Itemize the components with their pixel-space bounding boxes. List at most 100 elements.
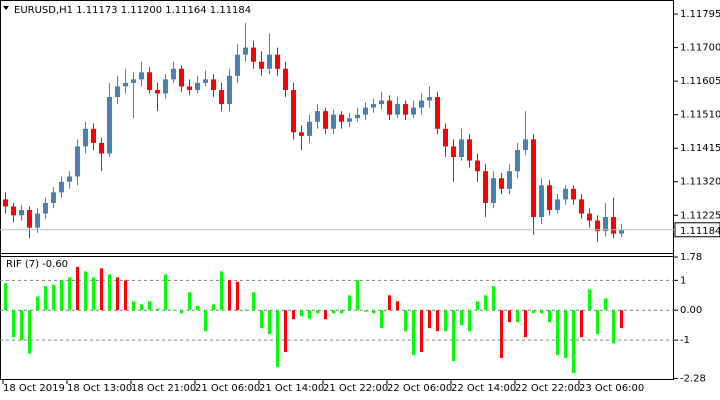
candle-body — [539, 185, 544, 218]
x-tick-label: 18 Oct 21:00 — [131, 383, 196, 394]
candle-body — [419, 100, 424, 108]
histogram-bar — [108, 274, 111, 311]
histogram-bar — [172, 309, 175, 311]
histogram-bar — [324, 310, 327, 320]
histogram-bar — [140, 304, 143, 311]
y-tick-label: 1.11225 — [680, 210, 720, 221]
histogram-bar — [476, 301, 479, 311]
current-price-box — [674, 222, 720, 238]
y-tick-label: 1 — [680, 275, 686, 286]
candle-body — [595, 220, 600, 232]
y-tick-label: 1.11510 — [680, 110, 720, 121]
histogram-bar — [420, 310, 423, 353]
x-tick-label: 18 Oct 2019 — [3, 383, 65, 394]
x-tick-label: 21 Oct 22:00 — [323, 383, 388, 394]
histogram-bar — [620, 310, 623, 329]
histogram-bar — [532, 310, 535, 314]
histogram-bar — [524, 310, 527, 338]
candle-body — [75, 146, 80, 177]
y-tick-label: -1 — [680, 335, 690, 346]
histogram-bar — [228, 280, 231, 311]
candle-body — [43, 202, 48, 214]
histogram-bar — [380, 310, 383, 329]
candle-body — [3, 199, 8, 207]
candle-body — [307, 121, 312, 136]
histogram-bar — [484, 295, 487, 311]
candle-body — [27, 209, 32, 228]
x-tick-label: 21 Oct 14:00 — [259, 383, 324, 394]
candle-body — [147, 72, 152, 90]
candle-body — [211, 79, 216, 90]
candle-body — [451, 146, 456, 158]
candle-body — [435, 97, 440, 129]
histogram-bar — [396, 301, 399, 311]
histogram-bar — [612, 310, 615, 344]
candle-body — [499, 178, 504, 189]
histogram-bar — [76, 266, 79, 311]
y-tick-label: 1.11415 — [680, 143, 720, 154]
candle-body — [11, 206, 16, 216]
histogram-bar — [308, 310, 311, 320]
histogram-bar — [348, 295, 351, 311]
histogram-bar — [188, 292, 191, 311]
candle-body — [483, 171, 488, 203]
histogram-bar — [236, 281, 239, 311]
candle-body — [387, 100, 392, 115]
candle-body — [555, 199, 560, 210]
candle-body — [275, 54, 280, 69]
histogram-bar — [444, 310, 447, 332]
histogram-bar — [292, 310, 295, 320]
candle-body — [347, 118, 352, 122]
histogram-bar — [92, 277, 95, 311]
histogram-bar — [364, 310, 367, 312]
collapse-icon — [3, 6, 9, 10]
histogram-bar — [356, 280, 359, 311]
histogram-bar — [68, 277, 71, 311]
chart-frame — [0, 0, 674, 380]
histogram-bar — [44, 286, 47, 311]
histogram-bar — [596, 310, 599, 335]
candle-body — [491, 178, 496, 203]
candle-body — [355, 114, 360, 119]
y-tick-label: 0.00 — [680, 305, 702, 316]
x-tick-label: 23 Oct 06:00 — [579, 383, 644, 394]
candle-body — [251, 47, 256, 62]
y-tick-label: 1.11320 — [680, 177, 720, 188]
candle-body — [291, 89, 296, 133]
candle-body — [507, 171, 512, 189]
histogram-bar — [244, 309, 247, 311]
candle-body — [619, 229, 624, 234]
histogram-bar — [260, 310, 263, 329]
histogram-bar — [508, 310, 511, 323]
histogram-bar — [52, 284, 55, 311]
candle-body — [267, 54, 272, 69]
candle-body — [331, 114, 336, 129]
candle-body — [107, 97, 112, 154]
x-tick-label: 18 Oct 13:00 — [67, 383, 132, 394]
candle-body — [283, 68, 288, 90]
candle-body — [131, 79, 136, 83]
candle-body — [379, 100, 384, 105]
histogram-bar — [36, 296, 39, 311]
histogram-bar — [156, 308, 159, 311]
x-tick-label: 22 Oct 06:00 — [387, 383, 452, 394]
histogram-bar — [148, 301, 151, 311]
histogram-bar — [572, 310, 575, 374]
histogram-bar — [180, 310, 183, 314]
y-tick-label: -2.28 — [680, 373, 706, 384]
histogram-bar — [500, 310, 503, 359]
histogram-bar — [28, 310, 31, 354]
histogram-bar — [268, 310, 271, 335]
candle-body — [299, 132, 304, 136]
candle-body — [67, 176, 72, 182]
histogram-bar — [564, 310, 567, 359]
y-tick-label: 1.11700 — [680, 43, 720, 54]
candle-body — [179, 68, 184, 87]
candle-body — [395, 104, 400, 115]
candle-body — [411, 107, 416, 115]
candle-body — [563, 188, 568, 200]
histogram-bar — [276, 310, 279, 368]
histogram-bar — [196, 305, 199, 311]
candle-body — [523, 139, 528, 150]
histogram-bar — [468, 310, 471, 332]
